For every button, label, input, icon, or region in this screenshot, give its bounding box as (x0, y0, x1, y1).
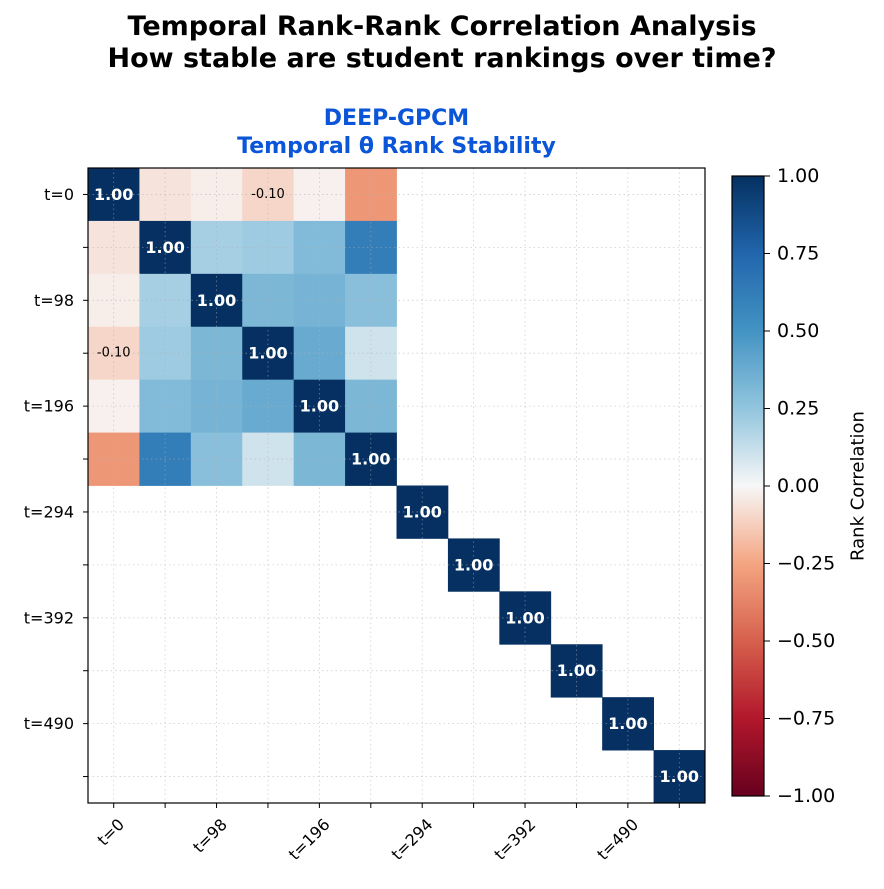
axes-title-line2: Temporal θ Rank Stability (237, 134, 556, 159)
cell-annotation: -0.10 (251, 187, 285, 202)
colorbar-tick-label: 0.50 (777, 320, 819, 342)
x-tick-label: t=196 (285, 815, 334, 864)
cell-annotation: 1.00 (351, 450, 390, 469)
colorbar-tick-label: 0.25 (777, 398, 819, 420)
colorbar-tick-label: −0.75 (777, 708, 835, 730)
y-tick-label: t=294 (24, 502, 74, 521)
colorbar-tick-label: −0.50 (777, 630, 835, 652)
cell-annotation: 1.00 (505, 608, 544, 627)
x-tick-label: t=294 (388, 815, 437, 864)
colorbar (731, 175, 765, 797)
heatmap-cell (190, 432, 243, 486)
heatmap-cell (88, 273, 140, 328)
cell-annotation: 1.00 (94, 185, 133, 204)
y-tick-label: t=98 (34, 291, 74, 310)
heatmap-cell (550, 644, 603, 698)
cell-annotation: 1.00 (660, 767, 699, 786)
heatmap-cell (88, 432, 140, 486)
x-tick-label: t=0 (93, 815, 128, 850)
cell-annotation: 1.00 (608, 714, 647, 733)
cell-annotation: 1.00 (557, 661, 596, 680)
y-tick-label: t=392 (24, 608, 74, 627)
figure-title-line1: Temporal Rank-Rank Correlation Analysis (127, 11, 757, 42)
cell-annotation: 1.00 (454, 555, 493, 574)
colorbar-tick-label: −0.25 (777, 553, 835, 575)
colorbar-tick-label: −1.00 (777, 785, 835, 807)
heatmap-cell (345, 220, 397, 275)
colorbar-tick-label: 1.00 (777, 165, 819, 187)
heatmap-cell (88, 168, 140, 222)
heatmap-cell (190, 220, 243, 275)
colorbar-tick-label: 0.00 (777, 475, 819, 497)
axes-title-line1: DEEP-GPCM (323, 106, 470, 131)
colorbar-tick-label: 0.75 (777, 243, 819, 265)
heatmap-cell (88, 220, 140, 275)
figure-title-line2: How stable are student rankings over tim… (107, 43, 777, 74)
x-tick-label: t=392 (490, 815, 539, 864)
heatmap-cell (293, 432, 346, 486)
x-tick-label: t=490 (593, 815, 642, 864)
cell-annotation: 1.00 (145, 238, 184, 257)
cell-annotation: 1.00 (300, 397, 339, 416)
heatmap-cell (190, 273, 243, 328)
y-tick-label: t=196 (24, 397, 74, 416)
heatmap-cell (293, 220, 346, 275)
cell-annotation: 1.00 (402, 502, 441, 521)
heatmap-frame (87, 167, 706, 804)
x-tick-label: t=98 (189, 815, 231, 857)
cell-annotation: 1.00 (197, 291, 236, 310)
heatmap-cell (190, 168, 243, 222)
colorbar-label: Rank Correlation (848, 411, 869, 561)
y-tick-label: t=0 (44, 185, 74, 204)
cell-annotation: -0.10 (97, 346, 131, 361)
cell-annotation: 1.00 (248, 344, 287, 363)
y-tick-label: t=490 (24, 714, 74, 733)
